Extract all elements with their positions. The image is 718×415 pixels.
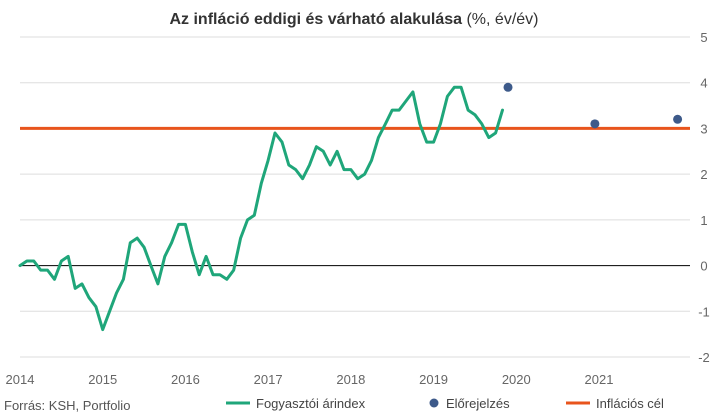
forecast-point bbox=[503, 82, 513, 92]
legend-label-target: Inflációs cél bbox=[596, 396, 664, 411]
x-tick-label: 2019 bbox=[419, 372, 448, 387]
x-tick-label: 2020 bbox=[502, 372, 531, 387]
y-tick-label: 0 bbox=[700, 259, 707, 274]
x-tick-label: 2021 bbox=[585, 372, 614, 387]
x-tick-label: 2016 bbox=[171, 372, 200, 387]
cpi-series-line bbox=[18, 85, 504, 332]
chart-title-unit: (%, év/év) bbox=[462, 11, 538, 28]
y-axis-tick-labels: -2 -1 0 1 2 3 4 5 bbox=[698, 30, 710, 365]
y-tick-label: 2 bbox=[700, 167, 707, 182]
x-tick-label: 2014 bbox=[6, 372, 35, 387]
y-tick-label: -1 bbox=[698, 304, 710, 319]
legend-label-forecast: Előrejelzés bbox=[446, 396, 510, 411]
x-axis-tick-labels: 2014 2015 2016 2017 2018 2019 2020 2021 bbox=[6, 372, 614, 387]
x-tick-label: 2015 bbox=[88, 372, 117, 387]
source-note: Forrás: KSH, Portfolio bbox=[4, 398, 130, 413]
legend-label-cpi: Fogyasztói árindex bbox=[256, 396, 366, 411]
chart-title-main: Az infláció eddigi és várható alakulása bbox=[169, 11, 462, 28]
y-tick-label: -2 bbox=[698, 350, 710, 365]
y-tick-label: 5 bbox=[700, 30, 707, 45]
forecast-point bbox=[590, 119, 600, 129]
y-tick-label: 3 bbox=[700, 121, 707, 136]
x-tick-label: 2018 bbox=[336, 372, 365, 387]
forecast-point bbox=[673, 114, 683, 124]
y-tick-label: 1 bbox=[700, 213, 707, 228]
series-marks bbox=[18, 82, 690, 332]
legend-swatch-forecast bbox=[429, 398, 439, 408]
x-tick-label: 2017 bbox=[254, 372, 283, 387]
legend: Fogyasztói árindex Előrejelzés Inflációs c… bbox=[226, 396, 664, 411]
y-tick-label: 4 bbox=[700, 76, 707, 91]
grid-lines bbox=[20, 36, 690, 358]
chart-title: Az infláció eddigi és várható alakulása … bbox=[169, 11, 538, 28]
